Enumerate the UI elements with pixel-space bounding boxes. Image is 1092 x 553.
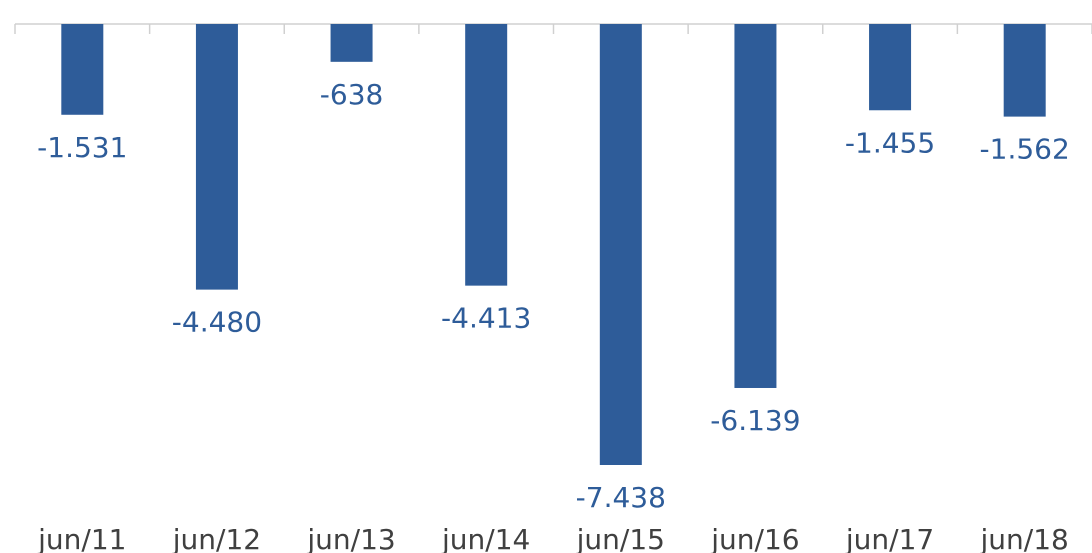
bar-jun-18 (1003, 24, 1046, 117)
bar-jun-11 (61, 24, 104, 115)
category-label: jun/13 (306, 523, 395, 553)
category-label: jun/11 (37, 523, 126, 553)
data-labels-group: -1.531 -4.480 -638 -4.413 -7.438 -6.139 -1.455… (37, 78, 1070, 514)
data-label: -4.480 (172, 306, 262, 339)
category-label: jun/12 (172, 523, 261, 553)
data-label: -7.438 (576, 481, 666, 514)
bars-group (61, 24, 1046, 465)
data-label: -1.562 (980, 133, 1070, 166)
bar-jun-14 (465, 24, 508, 286)
x-axis-ticks (14, 24, 1092, 34)
category-label: jun/15 (576, 523, 665, 553)
category-label: jun/18 (980, 523, 1069, 553)
bar-jun-12 (195, 24, 238, 290)
bar-jun-13 (330, 24, 373, 62)
data-label: -6.139 (710, 404, 800, 437)
category-label: jun/14 (441, 523, 530, 553)
data-label: -1.531 (37, 131, 127, 164)
category-label: jun/16 (710, 523, 799, 553)
category-label: jun/17 (845, 523, 934, 553)
data-label: -638 (320, 78, 384, 111)
category-labels-group: jun/11 jun/12 jun/13 jun/14 jun/15 jun/16 jun/… (37, 523, 1069, 553)
bar-jun-16 (734, 24, 777, 388)
bar-jun-15 (599, 24, 642, 465)
data-label: -4.413 (441, 302, 531, 335)
bar-jun-17 (869, 24, 912, 111)
data-label: -1.455 (845, 126, 935, 159)
